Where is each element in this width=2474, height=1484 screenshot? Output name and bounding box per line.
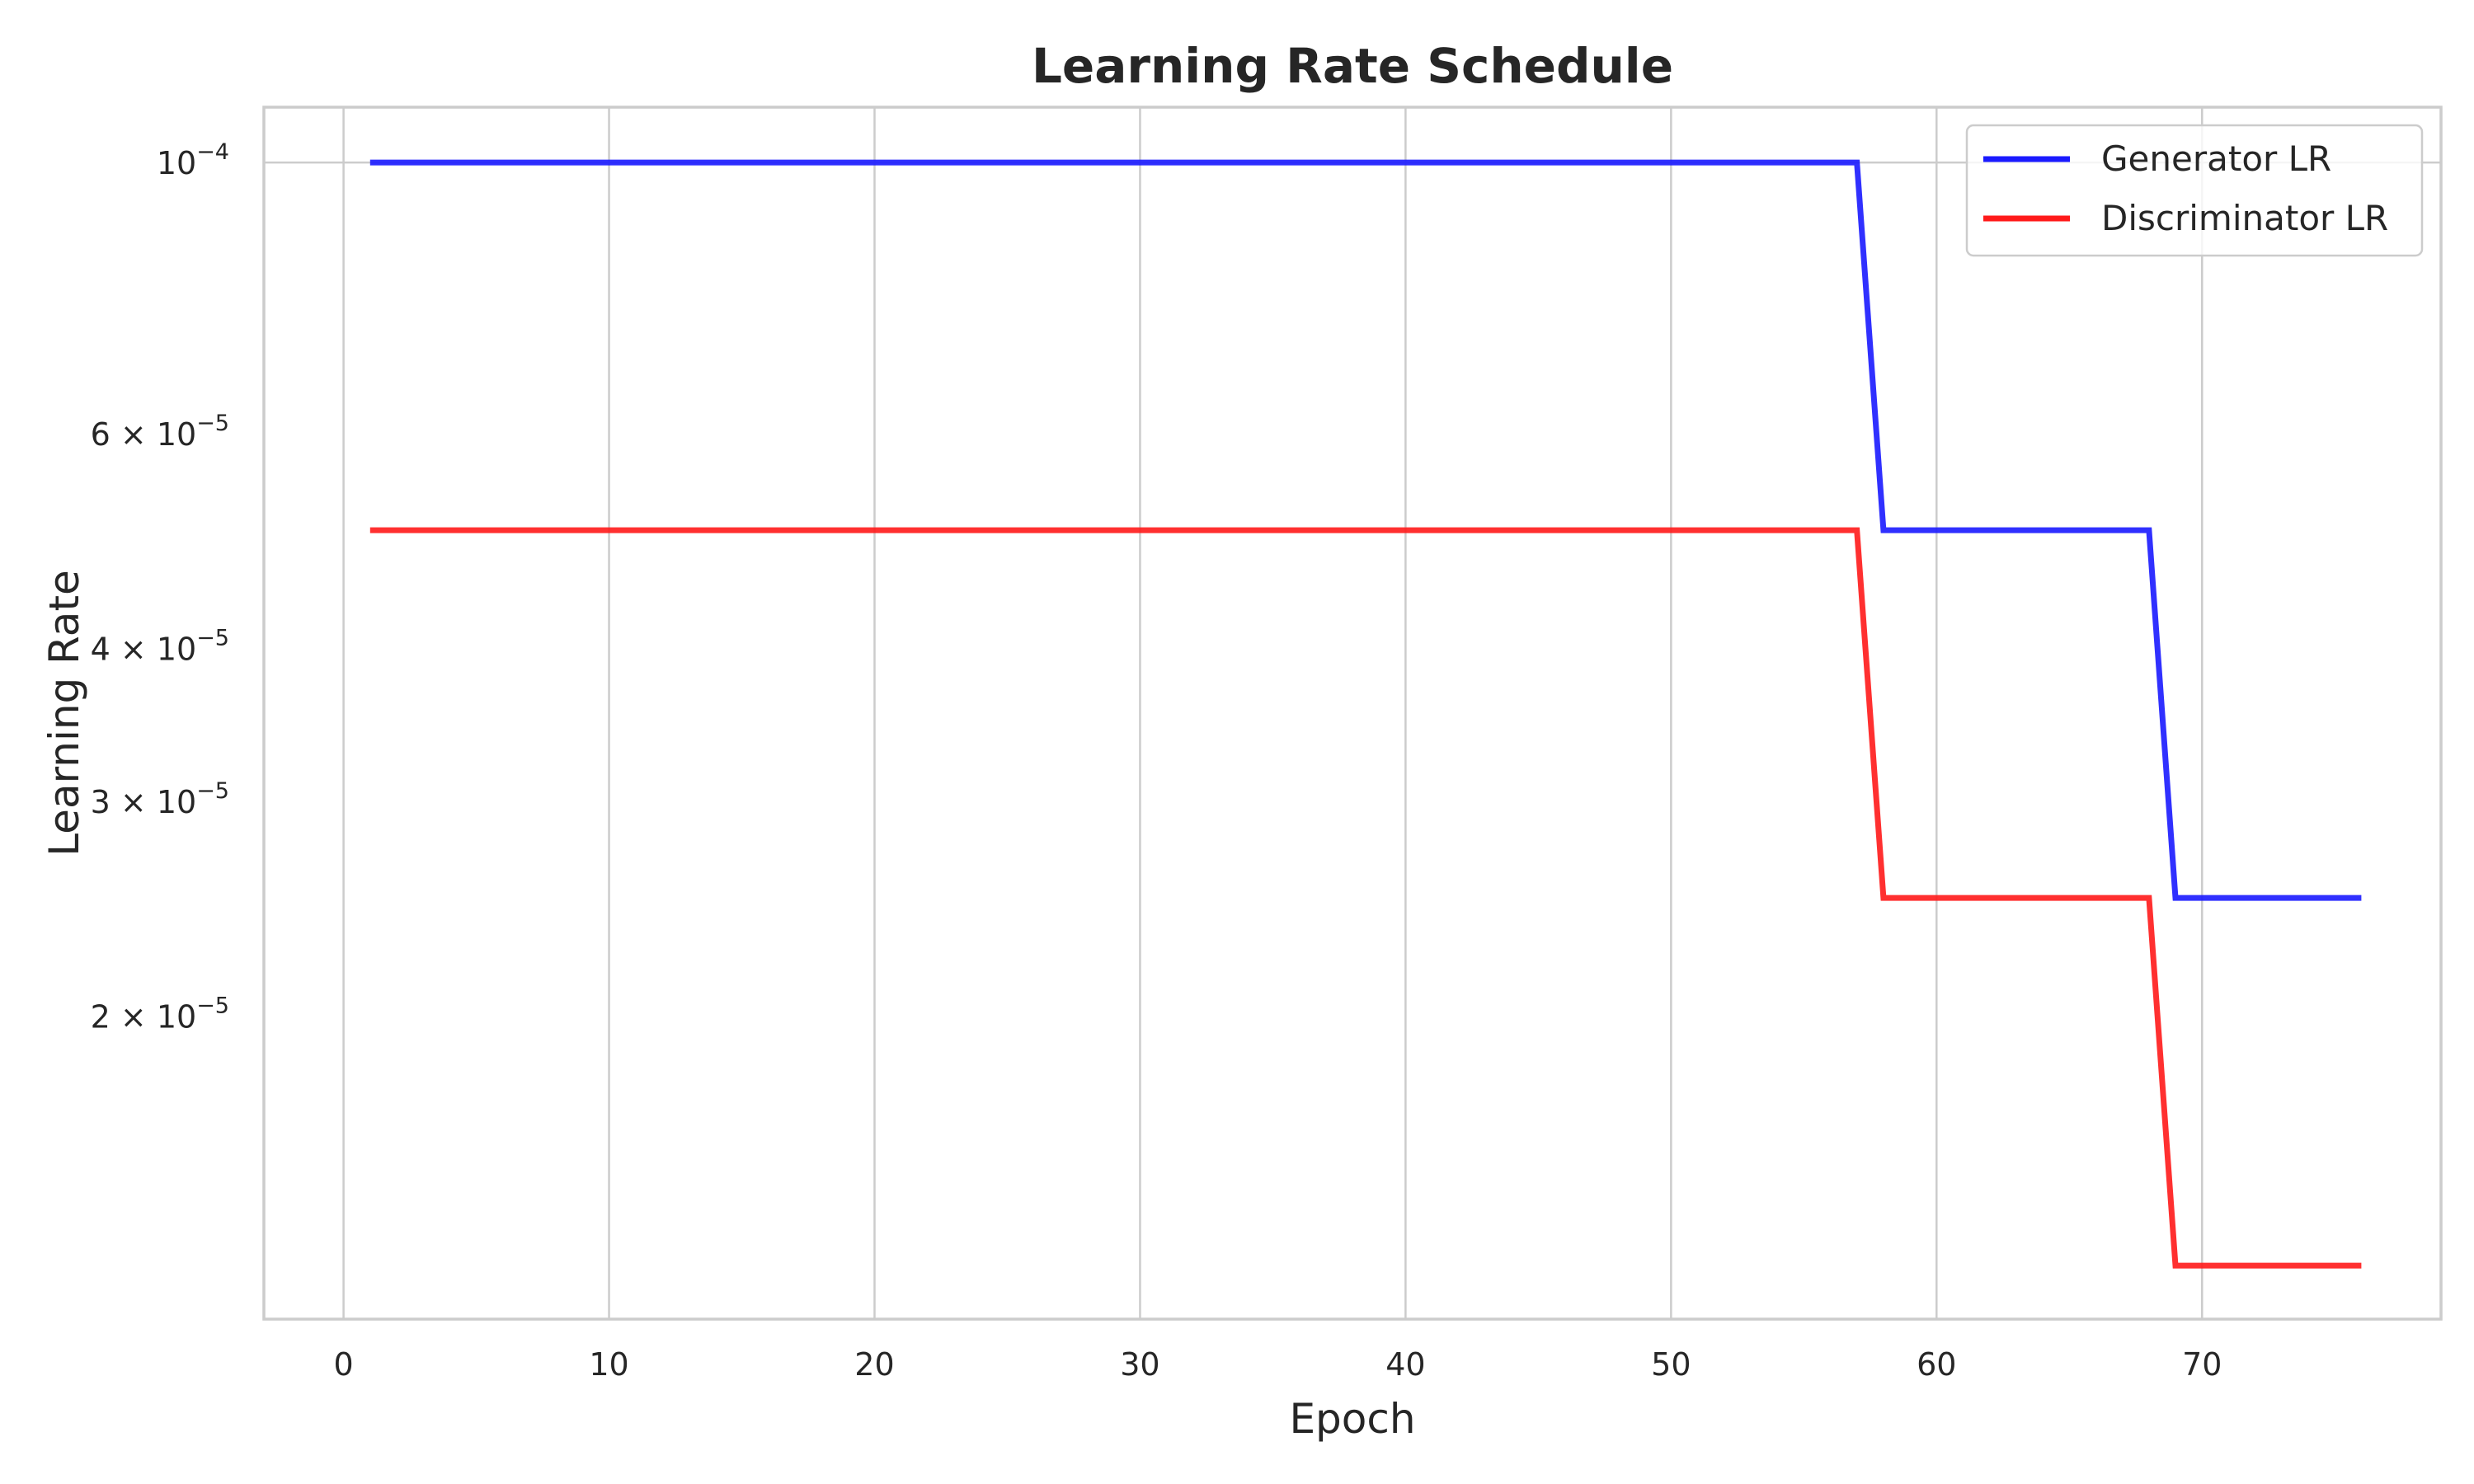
y-axis-ticks: 10−4 6 × 10−5 4 × 10−5 3 × 10−5 2 × 10−5 xyxy=(91,139,229,1036)
x-tick-label: 40 xyxy=(1385,1346,1425,1383)
y-tick-label: 4 × 10−5 xyxy=(91,626,229,668)
plot-frame xyxy=(262,106,2443,1321)
y-tick-label: 6 × 10−5 xyxy=(91,411,229,453)
y-tick-label: 2 × 10−5 xyxy=(91,993,229,1036)
x-tick-label: 10 xyxy=(589,1346,628,1383)
generator-lr-line xyxy=(369,159,2362,901)
legend: Generator LR Discriminator LR xyxy=(1965,124,2424,257)
legend-label-generator: Generator LR xyxy=(2101,139,2331,179)
x-tick-label: 20 xyxy=(854,1346,894,1383)
chart-title: Learning Rate Schedule xyxy=(1032,38,1673,94)
x-tick-label: 50 xyxy=(1651,1346,1691,1383)
x-tick-label: 60 xyxy=(1917,1346,1956,1383)
legend-box xyxy=(1965,124,2424,257)
x-tick-label: 0 xyxy=(333,1346,353,1383)
series-lines xyxy=(369,159,2362,1269)
legend-label-discriminator: Discriminator LR xyxy=(2101,198,2388,238)
x-axis-ticks: 0 10 20 30 40 50 60 70 xyxy=(333,1346,2222,1383)
discriminator-lr-line xyxy=(369,527,2362,1269)
y-tick-label: 3 × 10−5 xyxy=(91,778,229,820)
x-tick-label: 70 xyxy=(2182,1346,2222,1383)
x-tick-label: 30 xyxy=(1120,1346,1159,1383)
y-tick-label: 10−4 xyxy=(157,139,229,181)
x-axis-label: Epoch xyxy=(1289,1395,1415,1443)
y-axis-label: Learning Rate xyxy=(40,570,88,857)
